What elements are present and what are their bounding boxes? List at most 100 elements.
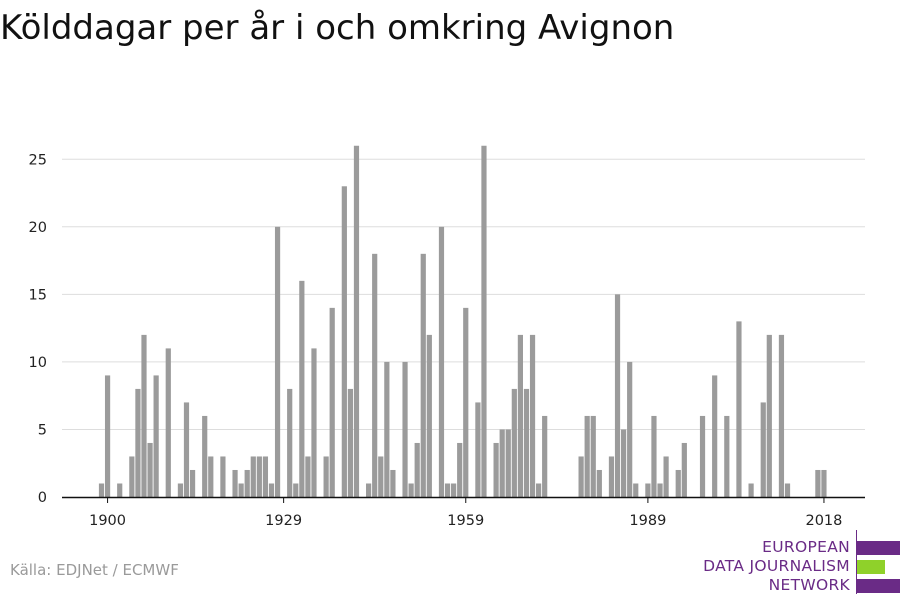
bar-1947	[390, 469, 396, 497]
y-tick-label: 20	[29, 220, 47, 236]
logo-text: EUROPEAN DATA JOURNALISM NETWORK	[703, 538, 850, 595]
bar-1979	[584, 415, 590, 497]
bar-1924	[250, 456, 256, 497]
bar-2008	[760, 402, 766, 497]
bar-2004	[736, 321, 742, 497]
bar-1964	[493, 442, 499, 497]
bar-2009	[766, 334, 772, 497]
bar-1966	[505, 429, 511, 497]
y-tick-label: 10	[29, 355, 47, 371]
y-axis-tick-labels: 0 5 10 15 20 25	[29, 152, 47, 506]
bar-1937	[329, 307, 335, 497]
bar-1926	[262, 456, 269, 497]
bar-1994	[675, 469, 681, 497]
bar-1921	[232, 469, 238, 497]
bar-2000	[712, 375, 718, 497]
bar-1961	[475, 402, 481, 497]
bar-1969	[523, 388, 530, 497]
bar-1950	[408, 483, 414, 497]
y-tick-label: 15	[29, 287, 47, 303]
bar-1985	[621, 429, 627, 497]
bar-1923	[244, 469, 250, 497]
logo-bar-bottom	[857, 579, 900, 593]
bar-1987	[633, 483, 639, 497]
bar-1933	[305, 456, 311, 497]
logo-bar-top	[857, 541, 900, 555]
bar-1995	[681, 442, 687, 497]
bar-1955	[438, 226, 445, 497]
bar-1992	[663, 456, 669, 497]
bar-1902	[117, 483, 123, 497]
bar-1968	[517, 334, 523, 497]
bar-1913	[183, 402, 190, 497]
bar-1953	[426, 334, 432, 497]
y-tick-label: 25	[29, 152, 47, 168]
bar-1984	[614, 294, 621, 497]
bar-1970	[529, 334, 536, 497]
bar-1998	[699, 415, 706, 497]
chart-title: Kölddagar per år i och omkring Avignon	[0, 8, 675, 48]
bar-2002	[724, 415, 730, 497]
bar-1906	[141, 334, 147, 497]
bar-1919	[220, 456, 226, 497]
bar-1959	[463, 307, 469, 497]
y-tick-label: 5	[38, 422, 47, 438]
bar-1939	[341, 186, 347, 497]
bar-1951	[414, 442, 420, 497]
bar-1914	[189, 469, 196, 497]
bar-1941	[353, 145, 360, 497]
bar-1949	[402, 361, 408, 497]
x-tick-label: 1959	[447, 513, 484, 529]
logo-line-3: NETWORK	[768, 576, 850, 594]
bar-1912	[177, 483, 184, 497]
source-credit: Källa: EDJNet / ECMWF	[10, 561, 179, 579]
bar-1958	[457, 442, 463, 497]
bar-1940	[347, 388, 354, 497]
bar-1922	[238, 483, 244, 497]
x-tick-label: 2018	[805, 513, 842, 529]
bar-1952	[420, 253, 426, 497]
bar-1904	[129, 456, 135, 497]
bar-1957	[451, 483, 457, 497]
bar-1946	[384, 361, 390, 497]
y-tick-label: 0	[38, 490, 47, 506]
logo-bar-middle	[857, 560, 885, 574]
bar-1930	[287, 388, 293, 497]
bar-1980	[590, 415, 596, 497]
bar-1905	[135, 388, 141, 497]
bar-1943	[366, 483, 372, 497]
bar-1899	[98, 483, 105, 497]
x-tick-label: 1900	[89, 513, 126, 529]
bar-1971	[536, 483, 542, 497]
bar-1983	[608, 456, 615, 497]
bars	[98, 145, 827, 497]
bar-1986	[627, 361, 633, 497]
bar-1932	[299, 280, 305, 497]
logo-line-1: EUROPEAN	[762, 538, 850, 556]
bar-1917	[208, 456, 214, 497]
logo-divider	[856, 530, 857, 594]
bar-2017	[815, 469, 821, 497]
bar-1900	[104, 375, 111, 497]
bar-1965	[499, 429, 505, 497]
logo-line-2: DATA JOURNALISM	[703, 557, 850, 575]
bar-1967	[511, 388, 517, 497]
bar-1956	[444, 483, 451, 497]
edjnet-logo: EUROPEAN DATA JOURNALISM NETWORK	[700, 530, 900, 595]
bar-1981	[596, 469, 602, 497]
bar-1916	[202, 415, 208, 497]
bar-1962	[481, 145, 487, 497]
bar-1908	[153, 375, 159, 497]
bar-1989	[645, 483, 651, 497]
bar-1910	[165, 348, 171, 497]
bar-1990	[651, 415, 657, 497]
bar-2006	[748, 483, 754, 497]
bar-1936	[323, 456, 329, 497]
bar-1931	[293, 483, 299, 497]
bar-1907	[147, 442, 153, 497]
bar-1927	[268, 483, 275, 497]
bar-1991	[657, 483, 663, 497]
bar-1928	[274, 226, 281, 497]
bar-2018	[821, 469, 827, 497]
